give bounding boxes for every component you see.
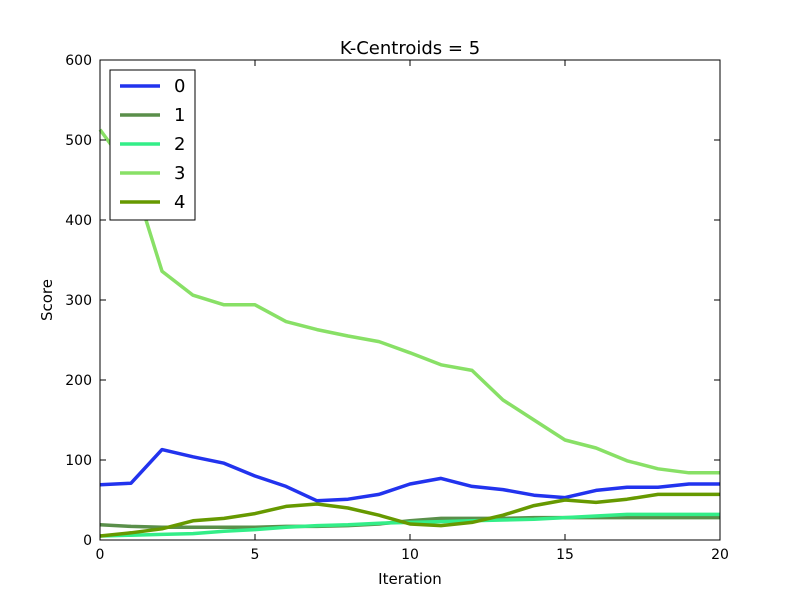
legend-label-2: 2: [174, 134, 185, 155]
x-tick-label: 5: [251, 547, 260, 563]
legend-label-3: 3: [174, 163, 185, 184]
y-tick-label: 400: [65, 213, 92, 229]
y-tick-label: 600: [65, 53, 92, 69]
y-axis-label: Score: [38, 279, 56, 321]
legend-label-4: 4: [174, 192, 185, 213]
legend-label-0: 0: [174, 76, 185, 97]
x-tick-label: 0: [96, 547, 105, 563]
x-tick-label: 20: [711, 547, 729, 563]
legend: 0 1 2 3 4: [109, 69, 196, 221]
x-axis-label: Iteration: [378, 570, 442, 588]
plot-area: [98, 128, 720, 538]
y-tick-label: 300: [65, 293, 92, 309]
legend-label-1: 1: [174, 105, 185, 126]
chart-title: K-Centroids = 5: [340, 38, 480, 59]
series-line-4: [99, 492, 720, 538]
y-tick-label: 200: [65, 373, 92, 389]
y-tick-label: 100: [65, 453, 92, 469]
x-tick-label: 10: [401, 547, 419, 563]
series-line-3: [98, 128, 720, 475]
y-tick-label: 500: [65, 133, 92, 149]
series-line-0: [99, 447, 720, 503]
x-tick-label: 15: [556, 547, 574, 563]
y-tick-label: 0: [83, 533, 92, 549]
